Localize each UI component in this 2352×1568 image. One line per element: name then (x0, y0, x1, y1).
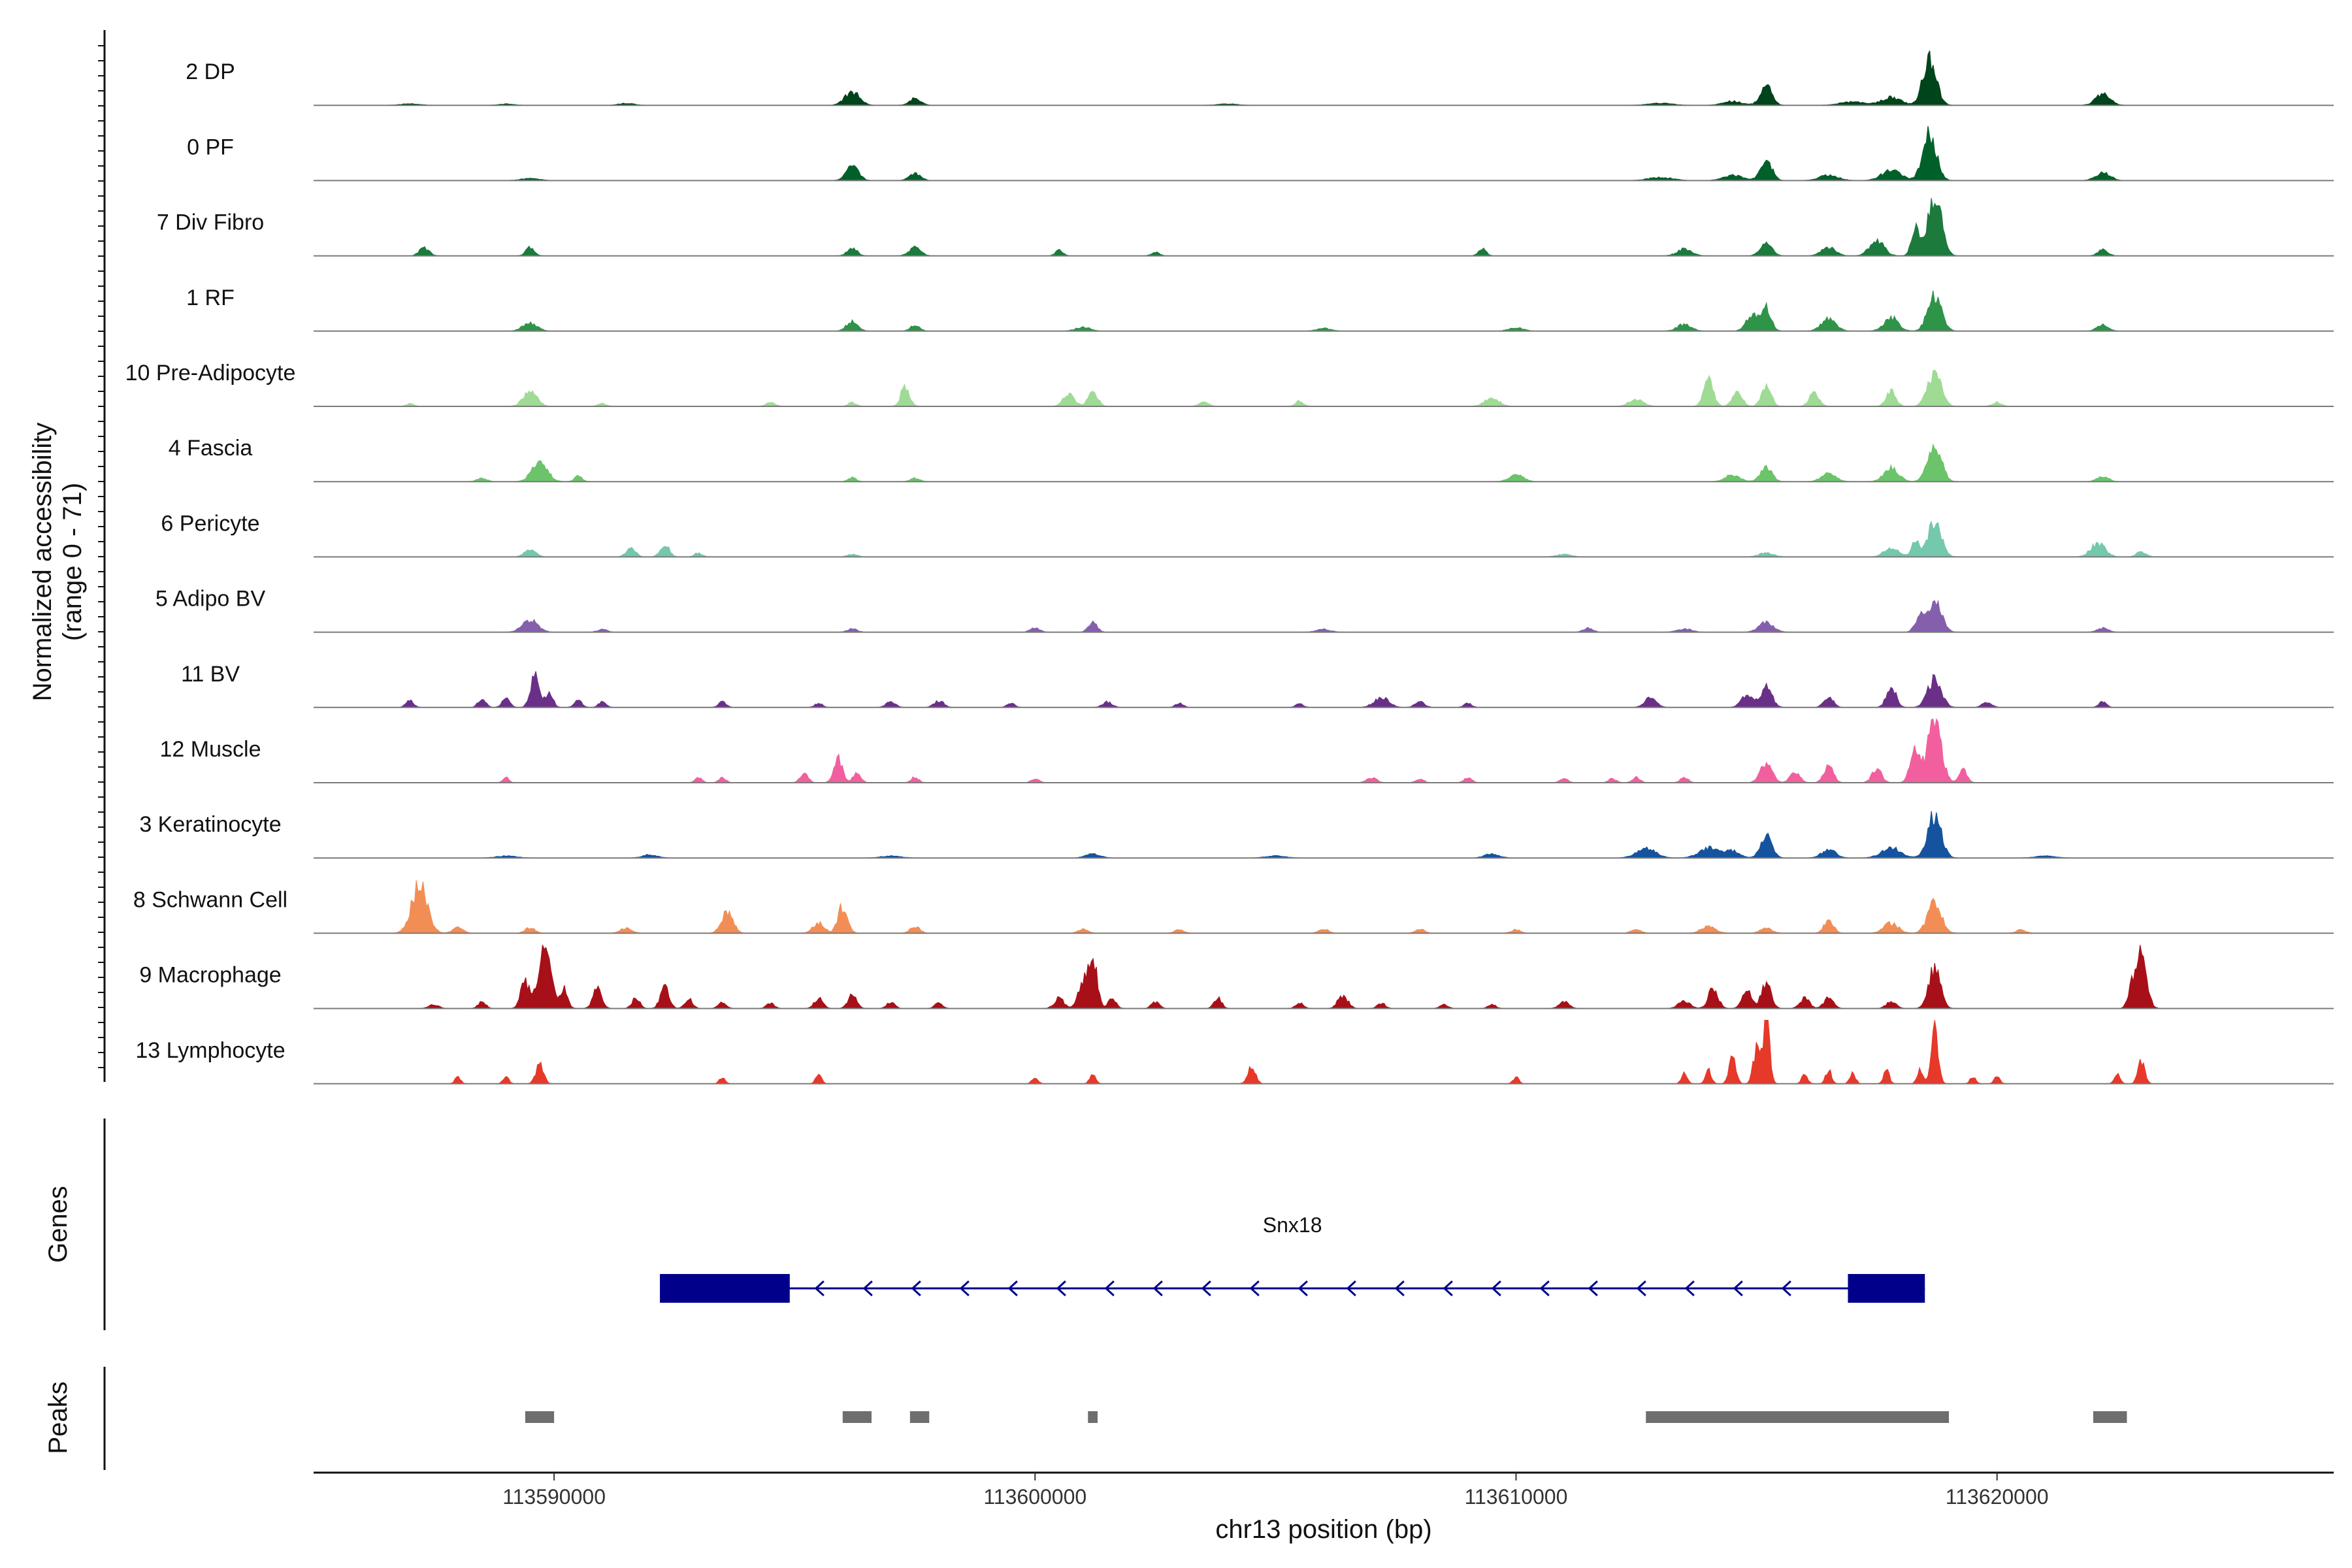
x-axis-tick-label: 113610000 (1465, 1485, 1568, 1509)
strand-arrow-icon (1491, 1280, 1501, 1297)
peak-region (909, 1411, 930, 1423)
strand-arrow-icon (862, 1280, 873, 1297)
x-axis-title: chr13 position (bp) (1215, 1515, 1431, 1544)
strand-arrow-icon (1733, 1280, 1743, 1297)
track-11-bv: 11 BV (181, 662, 2334, 708)
track-label: 11 BV (181, 662, 240, 687)
coverage-area (314, 520, 2334, 558)
x-axis: 113590000 113600000 113610000 113620000 chr… (314, 1471, 2334, 1544)
track-1-rf: 1 RF (186, 286, 2334, 332)
strand-arrow-icon (1007, 1280, 1018, 1297)
gene-label-snx18: Snx18 (1263, 1213, 1322, 1237)
strand-arrow-icon (1104, 1280, 1115, 1297)
track-label: 7 Div Fibro (157, 210, 264, 235)
coverage-area (314, 945, 2334, 1009)
coverage-area (314, 126, 2334, 182)
coverage-area (314, 599, 2334, 633)
x-axis-tick-label: 113620000 (1946, 1485, 2049, 1509)
peaks-track: Peaks (44, 1367, 2127, 1470)
coverage-area (314, 880, 2334, 934)
coverage-tracks: 2 DP 0 PF 7 Div Fibro 1 RF 10 Pre-Adipocyte 4… (125, 50, 2334, 1085)
peak-region (1088, 1411, 1098, 1423)
strand-arrow-icon (1152, 1280, 1163, 1297)
gene-model (660, 1274, 1925, 1303)
coverage-area (314, 50, 2334, 106)
strand-arrow-icon (1201, 1280, 1211, 1297)
track-4-fascia: 4 Fascia (169, 436, 2334, 483)
track-7-div-fibro: 7 Div Fibro (157, 198, 2334, 257)
strand-arrow-icon (1346, 1280, 1356, 1297)
peak-regions (525, 1411, 2127, 1423)
y-axis-title-line1: Normalized accessibility (28, 423, 57, 702)
coverage-area (314, 443, 2334, 482)
strand-arrow-icon (1056, 1280, 1066, 1297)
track-label: 8 Schwann Cell (133, 887, 287, 912)
coverage-area (314, 718, 2334, 783)
x-axis-ticks: 113590000 113600000 113610000 113620000 (502, 1473, 2049, 1509)
track-label: 6 Pericyte (161, 511, 259, 536)
track-9-macrophage: 9 Macrophage (139, 945, 2334, 1009)
track-label: 4 Fascia (169, 436, 253, 461)
strand-arrow-icon (1443, 1280, 1453, 1297)
track-0-pf: 0 PF (187, 126, 2334, 182)
coverage-area (314, 671, 2334, 708)
coverage-area (314, 1020, 2334, 1085)
strand-arrow-icon (1539, 1280, 1550, 1297)
peak-region (1646, 1411, 1950, 1423)
genes-track: Genes Snx18 (44, 1119, 1925, 1330)
x-axis-tick-label: 113600000 (983, 1485, 1086, 1509)
track-label: 10 Pre-Adipocyte (125, 361, 296, 385)
coverage-area (314, 811, 2334, 858)
y-axis-ticks (98, 45, 105, 1068)
track-2-dp: 2 DP (186, 50, 2334, 106)
x-axis-tick-label: 113590000 (502, 1485, 606, 1509)
peak-region (842, 1411, 872, 1423)
track-label: 3 Keratinocyte (139, 812, 281, 837)
strand-arrow-icon (1781, 1280, 1791, 1297)
track-12-muscle: 12 Muscle (160, 718, 2334, 783)
gene-exon (660, 1274, 790, 1303)
track-label: 1 RF (186, 286, 235, 310)
track-label: 13 Lymphocyte (135, 1038, 285, 1063)
strand-arrow-icon (1249, 1280, 1260, 1297)
peaks-track-title: Peaks (44, 1381, 73, 1454)
track-label: 2 DP (186, 59, 235, 84)
strand-arrow-icon (1394, 1280, 1405, 1297)
strand-arrow-icon (814, 1280, 825, 1297)
coverage-area (314, 198, 2334, 257)
strand-arrow-icon (1684, 1280, 1695, 1297)
strand-arrow-icon (1298, 1280, 1308, 1297)
track-10-pre-adipocyte: 10 Pre-Adipocyte (125, 361, 2334, 407)
coverage-area (314, 369, 2334, 407)
track-5-adipo-bv: 5 Adipo BV (155, 587, 2334, 633)
track-3-keratinocyte: 3 Keratinocyte (139, 811, 2334, 859)
track-13-lymphocyte: 13 Lymphocyte (135, 1020, 2334, 1085)
track-label: 0 PF (187, 135, 234, 159)
track-8-schwann-cell: 8 Schwann Cell (133, 880, 2334, 934)
strand-arrow-icon (1636, 1280, 1646, 1297)
strand-arrow-icon (959, 1280, 970, 1297)
gene-exon (1848, 1274, 1925, 1303)
peak-region (2093, 1411, 2127, 1423)
coverage-area (314, 290, 2334, 332)
track-label: 9 Macrophage (139, 963, 281, 988)
track-label: 5 Adipo BV (155, 587, 266, 612)
strand-arrow-icon (911, 1280, 921, 1297)
genes-track-title: Genes (44, 1186, 73, 1263)
track-label: 12 Muscle (160, 737, 261, 762)
strand-arrow-icon (1588, 1280, 1598, 1297)
y-axis-title-line2: (range 0 - 71) (58, 483, 87, 641)
track-6-pericyte: 6 Pericyte (161, 511, 2334, 558)
y-axis-title: Normalized accessibility (range 0 - 71) (28, 423, 87, 702)
peak-region (525, 1411, 555, 1423)
